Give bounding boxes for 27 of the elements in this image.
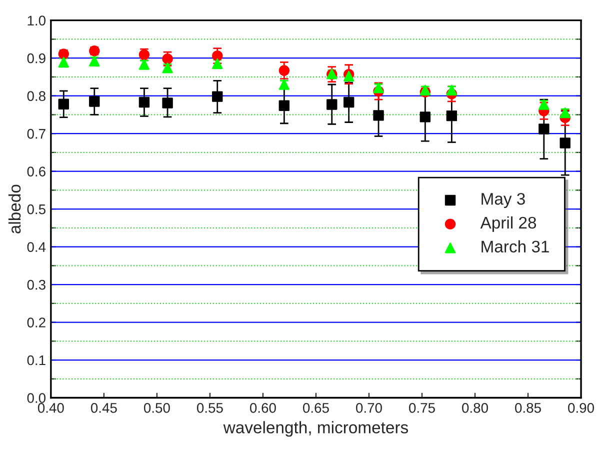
y-tick-label: 0.2 xyxy=(27,318,46,328)
y-axis-title: albedo xyxy=(8,184,21,234)
y-tick-label: 0.5 xyxy=(27,204,46,214)
y-tick-label: 0.0 xyxy=(27,393,46,403)
legend-label: March 31 xyxy=(482,240,549,252)
y-tick-label: 0.9 xyxy=(27,53,46,64)
y-tick-label: 0.6 xyxy=(27,166,46,176)
x-axis-title: wavelength, micrometers xyxy=(223,421,408,437)
y-tick-label: 0.4 xyxy=(27,242,46,252)
x-tick-label: 0.65 xyxy=(303,402,329,413)
y-tick-label: 0.3 xyxy=(27,280,46,290)
x-tick-label: 0.60 xyxy=(250,402,276,413)
y-tick-label: 0.7 xyxy=(27,128,46,139)
x-tick-label: 0.40 xyxy=(38,402,64,413)
x-tick-label: 0.75 xyxy=(409,402,435,413)
x-tick-label: 0.55 xyxy=(196,402,223,413)
x-tick-label: 0.90 xyxy=(568,402,594,413)
x-tick-label: 0.50 xyxy=(144,402,170,413)
y-tick-label: 0.8 xyxy=(27,91,46,101)
y-tick-label: 0.1 xyxy=(27,355,46,366)
x-tick-label: 0.85 xyxy=(515,402,541,413)
y-tick-label: 1.0 xyxy=(28,16,46,26)
x-tick-label: 0.45 xyxy=(90,402,117,413)
x-tick-label: 0.80 xyxy=(462,402,488,413)
legend-label: May 3 xyxy=(482,192,525,208)
legend-label: April 28 xyxy=(480,216,536,232)
x-tick-label: 0.70 xyxy=(356,402,382,413)
